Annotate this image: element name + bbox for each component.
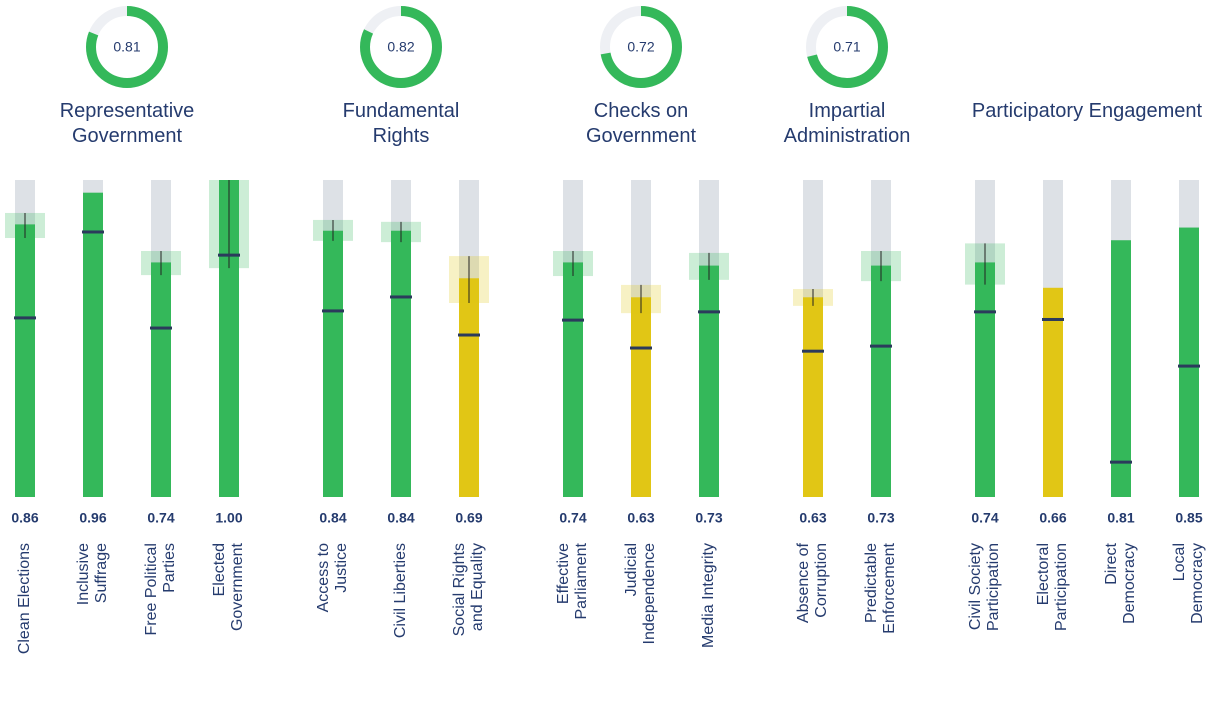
- value-label: 0.96: [79, 510, 106, 526]
- category-label: Access to Justice: [315, 543, 350, 613]
- category-label: Predictable Enforcement: [863, 543, 898, 634]
- category-label: Civil Society Participation: [967, 543, 1002, 632]
- category-label: Media Integrity: [700, 543, 717, 648]
- donut-arc: [86, 6, 168, 88]
- bar: [459, 278, 479, 497]
- donut-arc: [806, 6, 888, 88]
- bar: [699, 265, 719, 497]
- donut-score: 0.71: [833, 39, 860, 55]
- group-title: Impartial Administration: [783, 100, 911, 147]
- value-label: 0.69: [455, 510, 482, 526]
- average-marker: [1110, 460, 1132, 464]
- average-marker: [802, 349, 824, 353]
- average-marker: [218, 253, 240, 257]
- bar: [151, 262, 171, 497]
- category-label: Civil Liberties: [392, 543, 409, 639]
- value-label: 0.74: [147, 510, 174, 526]
- donut-arc: [600, 6, 682, 88]
- value-label: 0.84: [319, 510, 346, 526]
- value-label: 0.73: [867, 510, 894, 526]
- bar: [323, 230, 343, 497]
- value-label: 0.85: [1175, 510, 1202, 526]
- value-label: 1.00: [215, 510, 242, 526]
- value-label: 0.63: [799, 510, 826, 526]
- bar: [803, 297, 823, 497]
- average-marker: [870, 344, 892, 348]
- category-label: Electoral Participation: [1035, 543, 1070, 632]
- bar: [1179, 227, 1199, 498]
- value-label: 0.74: [971, 510, 998, 526]
- group-title: Fundamental Rights: [342, 100, 460, 147]
- donut-score: 0.72: [627, 39, 654, 55]
- category-label: Effective Parliament: [555, 543, 590, 620]
- value-label: 0.86: [11, 510, 38, 526]
- bar: [631, 297, 651, 497]
- category-label: Elected Government: [211, 543, 246, 632]
- bar: [1111, 240, 1131, 498]
- value-label: 0.63: [627, 510, 654, 526]
- category-label: Inclusive Suffrage: [75, 543, 110, 606]
- group-title: Checks on Government: [585, 100, 697, 147]
- bar: [1043, 287, 1063, 497]
- average-marker: [562, 318, 584, 322]
- group-title: Participatory Engagement: [971, 100, 1203, 122]
- average-marker: [1178, 364, 1200, 368]
- bar: [219, 180, 239, 497]
- average-marker: [390, 295, 412, 299]
- donut-arc: [360, 6, 442, 88]
- category-label: Absence of Corruption: [795, 543, 830, 624]
- category-label: Local Democracy: [1171, 543, 1206, 624]
- average-marker: [82, 230, 104, 234]
- average-marker: [698, 310, 720, 314]
- value-label: 0.84: [387, 510, 414, 526]
- bar: [15, 224, 35, 497]
- category-label: Social Rights and Equality: [451, 543, 486, 637]
- donut-score: 0.81: [113, 39, 140, 55]
- value-label: 0.74: [559, 510, 586, 526]
- average-marker: [14, 316, 36, 320]
- value-label: 0.81: [1107, 510, 1134, 526]
- group-title: Representative Government: [59, 100, 195, 147]
- bar: [563, 262, 583, 497]
- category-label: Judicial Independence: [623, 543, 658, 645]
- category-label: Direct Democracy: [1103, 543, 1138, 624]
- value-label: 0.66: [1039, 510, 1066, 526]
- average-marker: [630, 346, 652, 350]
- bar: [83, 192, 103, 497]
- average-marker: [974, 310, 996, 314]
- category-label: Clean Elections: [16, 543, 33, 655]
- value-label: 0.73: [695, 510, 722, 526]
- average-marker: [150, 326, 172, 330]
- bar: [871, 265, 891, 497]
- average-marker: [458, 333, 480, 337]
- bar: [391, 230, 411, 497]
- donut-score: 0.82: [387, 39, 414, 55]
- average-marker: [1042, 317, 1064, 321]
- category-label: Free Political Parties: [143, 543, 178, 636]
- average-marker: [322, 309, 344, 313]
- bar: [975, 262, 995, 497]
